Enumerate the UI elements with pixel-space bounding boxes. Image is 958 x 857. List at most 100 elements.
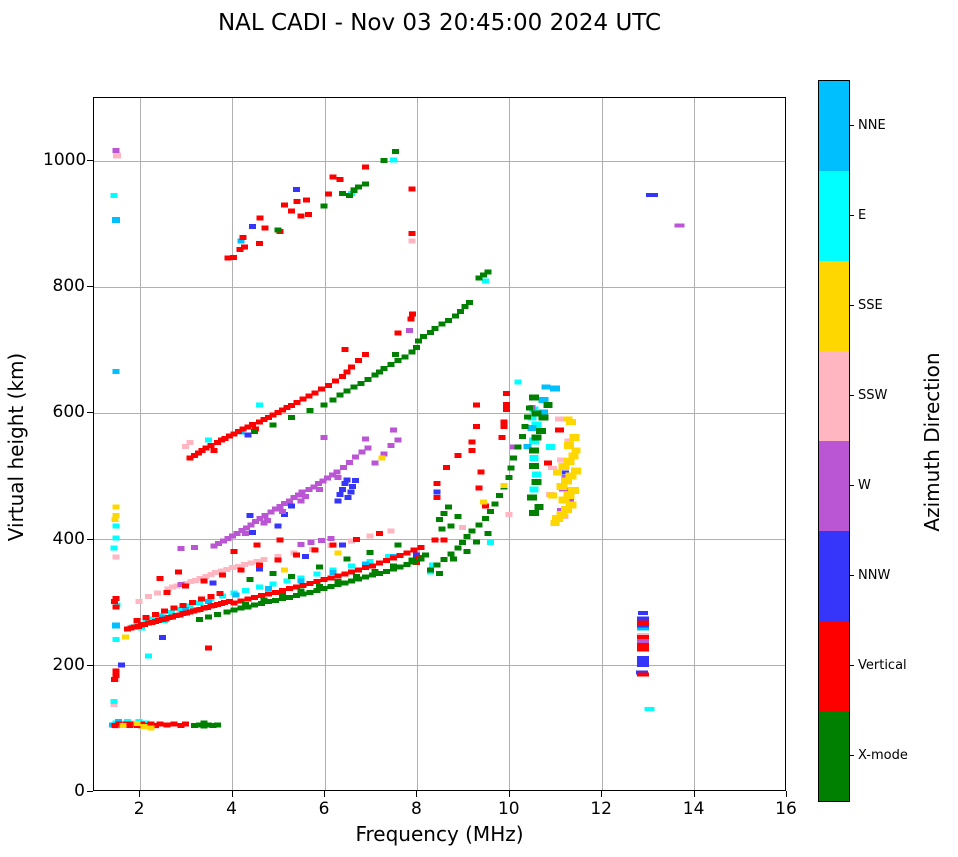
- data-point-w: [315, 481, 322, 487]
- x-tick-mark: [693, 791, 695, 797]
- data-point-vertical: [225, 599, 233, 605]
- data-point-x-mode: [345, 192, 353, 198]
- data-point-sse: [565, 501, 577, 509]
- data-point-ssw: [408, 238, 416, 244]
- data-point-sse: [500, 483, 508, 489]
- x-tick-label: 12: [590, 799, 612, 819]
- data-point-vertical: [112, 668, 120, 674]
- data-point-x-mode: [320, 586, 328, 591]
- data-point-nnw: [158, 635, 166, 641]
- data-point-ssw: [110, 702, 118, 708]
- data-point-nnw: [336, 492, 344, 497]
- data-point-vertical: [179, 603, 187, 608]
- data-point-vertical: [473, 402, 480, 408]
- data-point-x-mode: [292, 592, 300, 598]
- data-point-x-mode: [205, 722, 212, 728]
- data-point-x-mode: [403, 562, 411, 567]
- data-point-nnw: [636, 616, 649, 623]
- data-point-x-mode: [438, 526, 446, 532]
- data-point-ssw: [564, 438, 574, 444]
- data-point-x-mode: [531, 434, 542, 441]
- data-point-x-mode: [479, 272, 487, 278]
- data-point-vertical: [555, 427, 565, 433]
- data-point-vertical: [221, 599, 229, 605]
- data-point-w: [389, 427, 397, 433]
- data-point-w: [319, 478, 327, 484]
- data-point-vertical: [156, 575, 164, 581]
- data-point-e: [255, 584, 263, 590]
- data-point-x-mode: [484, 269, 492, 275]
- data-point-nne: [297, 578, 305, 584]
- gridline-y: [94, 539, 785, 541]
- data-point-vertical: [115, 721, 123, 727]
- data-point-x-mode: [536, 427, 547, 434]
- colorbar-tick-label: Vertical: [858, 658, 907, 673]
- x-tick-mark: [508, 791, 510, 797]
- data-point-w: [307, 539, 315, 545]
- y-tick-mark: [87, 286, 93, 288]
- y-tick-mark: [87, 412, 93, 414]
- data-point-w: [290, 495, 298, 501]
- data-point-w: [238, 527, 246, 533]
- data-point-sse: [552, 469, 562, 476]
- data-point-nnw: [288, 503, 296, 509]
- colorbar-tick-mark: [849, 395, 854, 396]
- data-point-x-mode: [440, 510, 448, 516]
- data-point-vertical: [288, 208, 296, 214]
- data-point-ssw: [253, 558, 261, 564]
- data-point-ssw: [202, 574, 210, 579]
- data-point-x-mode: [285, 594, 293, 600]
- data-point-w: [364, 445, 372, 451]
- data-point-nnw: [248, 529, 256, 535]
- gridline-y: [94, 665, 785, 667]
- data-point-x-mode: [529, 463, 540, 470]
- data-point-e: [385, 553, 393, 559]
- data-point-x-mode: [371, 372, 379, 378]
- data-point-vertical: [214, 601, 222, 607]
- data-point-x-mode: [348, 578, 356, 584]
- data-point-sse: [112, 504, 120, 510]
- data-point-e: [486, 539, 494, 545]
- data-point-w: [281, 500, 289, 506]
- data-point-vertical: [224, 255, 232, 261]
- data-point-ssw: [235, 563, 242, 569]
- data-point-vertical: [306, 580, 314, 586]
- data-point-vertical: [544, 460, 553, 466]
- data-point-nne: [205, 599, 212, 605]
- y-tick-label: 400: [52, 528, 85, 549]
- data-point-vertical: [327, 575, 335, 581]
- data-point-vertical: [163, 589, 171, 595]
- gridline-x: [232, 98, 234, 790]
- data-point-x-mode: [214, 611, 222, 617]
- data-point-vertical: [329, 174, 337, 180]
- data-point-ssw: [217, 568, 225, 574]
- data-point-vertical: [302, 197, 310, 203]
- data-point-e: [112, 535, 120, 541]
- data-point-x-mode: [445, 317, 453, 323]
- data-point-x-mode: [523, 414, 531, 420]
- data-point-x-mode: [297, 588, 305, 594]
- data-point-sse: [568, 452, 579, 460]
- data-point-x-mode: [272, 598, 279, 603]
- colorbar-segment-nnw: [819, 531, 849, 621]
- data-point-x-mode: [436, 517, 443, 523]
- data-point-vertical: [248, 421, 256, 427]
- data-point-nne: [265, 586, 273, 591]
- data-point-x-mode: [334, 582, 342, 588]
- data-point-vertical: [230, 548, 238, 554]
- data-point-w: [191, 545, 199, 550]
- data-point-vertical: [409, 311, 417, 317]
- data-point-vertical: [417, 545, 425, 550]
- data-point-vertical: [188, 599, 196, 605]
- data-point-x-mode: [260, 597, 268, 603]
- data-point-vertical: [636, 672, 649, 677]
- data-point-x-mode: [447, 523, 455, 529]
- data-point-e: [389, 157, 397, 163]
- data-point-x-mode: [426, 567, 434, 573]
- data-point-x-mode: [350, 187, 358, 193]
- data-point-x-mode: [387, 362, 395, 367]
- data-point-nne: [523, 444, 532, 449]
- data-point-vertical: [214, 440, 222, 446]
- gridline-x: [139, 98, 141, 790]
- data-point-w: [339, 464, 347, 470]
